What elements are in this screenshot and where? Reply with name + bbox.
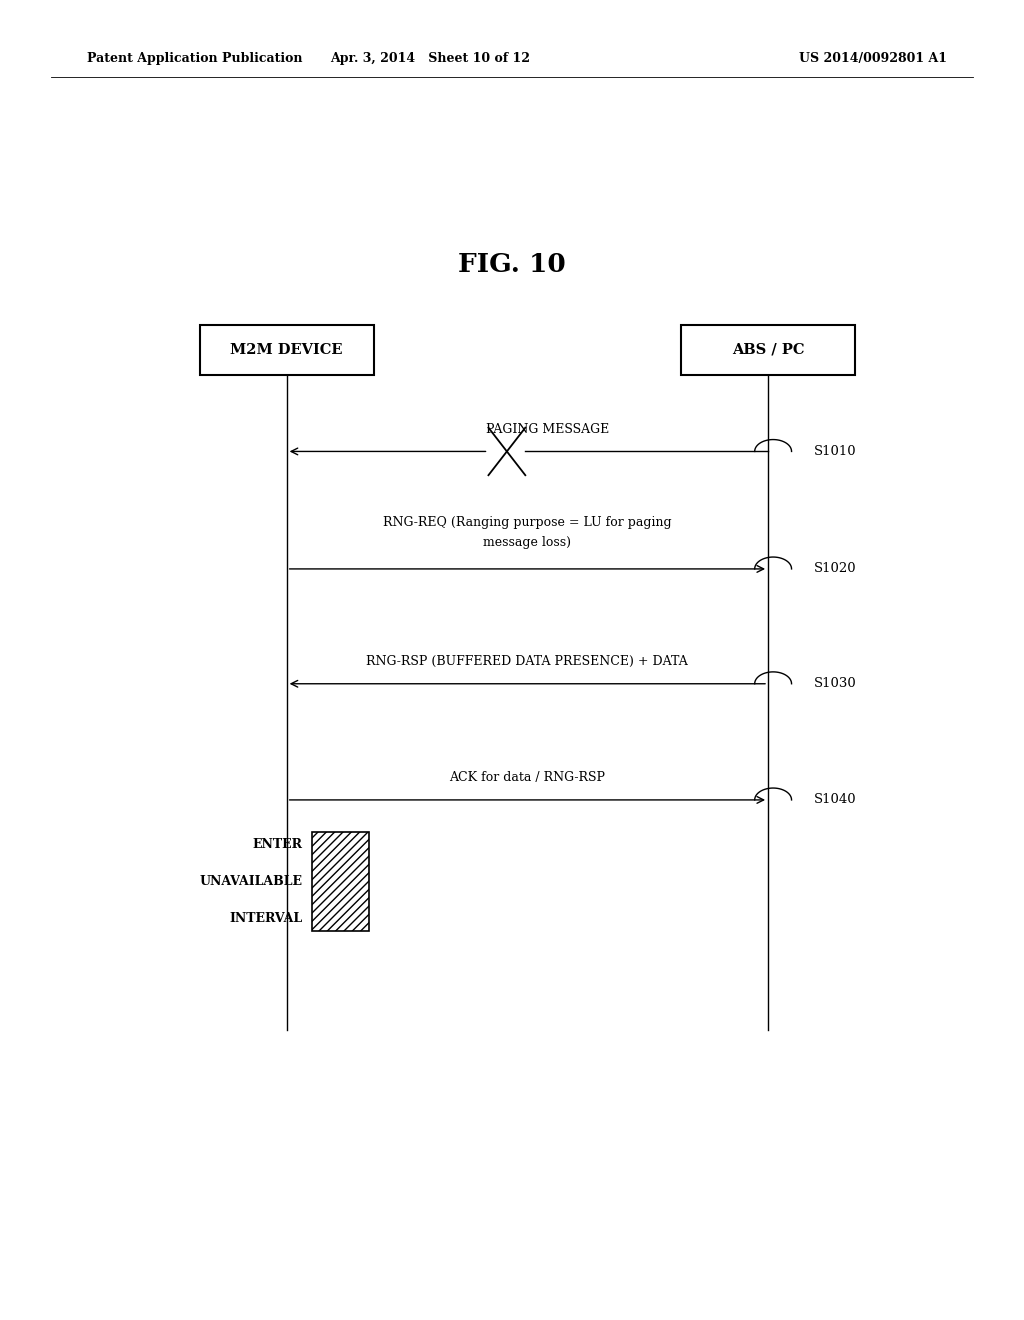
- Text: Apr. 3, 2014   Sheet 10 of 12: Apr. 3, 2014 Sheet 10 of 12: [330, 51, 530, 65]
- Bar: [681, 325, 855, 375]
- Text: ENTER: ENTER: [252, 838, 302, 850]
- Bar: [200, 325, 374, 375]
- Text: UNAVAILABLE: UNAVAILABLE: [199, 875, 302, 887]
- Text: message loss): message loss): [483, 536, 571, 549]
- Text: Patent Application Publication: Patent Application Publication: [87, 51, 302, 65]
- Text: ACK for data / RNG-RSP: ACK for data / RNG-RSP: [450, 771, 605, 784]
- Bar: [312, 832, 369, 931]
- Text: S1030: S1030: [814, 677, 857, 690]
- Text: S1020: S1020: [814, 562, 857, 576]
- Text: PAGING MESSAGE: PAGING MESSAGE: [486, 422, 609, 436]
- Text: RNG-RSP (BUFFERED DATA PRESENCE) + DATA: RNG-RSP (BUFFERED DATA PRESENCE) + DATA: [367, 655, 688, 668]
- Text: S1010: S1010: [814, 445, 857, 458]
- Text: ABS / PC: ABS / PC: [732, 343, 804, 356]
- Text: US 2014/0092801 A1: US 2014/0092801 A1: [799, 51, 947, 65]
- Text: S1040: S1040: [814, 793, 857, 807]
- Text: M2M DEVICE: M2M DEVICE: [230, 343, 343, 356]
- Text: FIG. 10: FIG. 10: [458, 252, 566, 276]
- Text: RNG-REQ (Ranging purpose = LU for paging: RNG-REQ (Ranging purpose = LU for paging: [383, 516, 672, 529]
- Text: INTERVAL: INTERVAL: [229, 912, 302, 924]
